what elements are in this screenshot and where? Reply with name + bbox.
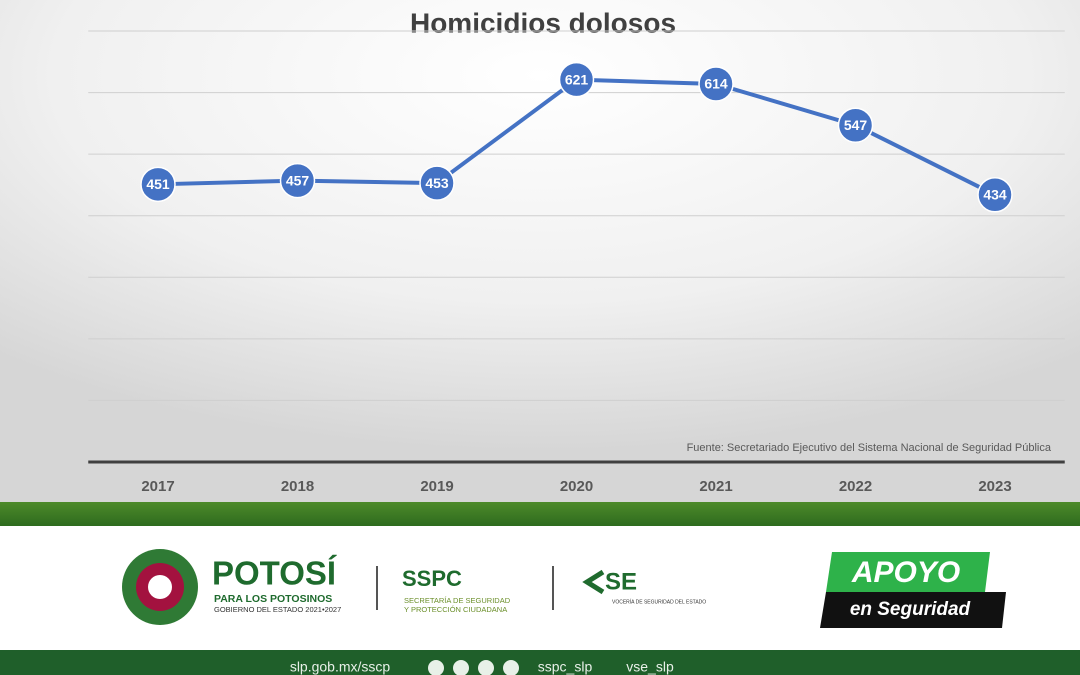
data-point — [977, 177, 1013, 213]
data-point — [419, 165, 455, 201]
sspc-sub: SECRETARÍA DE SEGURIDAD — [404, 596, 511, 605]
icon — [428, 660, 444, 675]
grass-band — [0, 502, 1080, 526]
icon — [453, 660, 469, 675]
icon — [478, 660, 494, 675]
brand-sub: PARA LOS POTOSINOS — [214, 593, 332, 605]
sspc-sub: Y PROTECCIÓN CIUDADANA — [404, 605, 507, 614]
x-tick-label: 2023 — [978, 478, 1011, 495]
se-name: SE — [605, 568, 637, 595]
chart-background — [0, 0, 1080, 502]
icon — [503, 660, 519, 675]
handle: vse_slp — [626, 659, 674, 675]
data-label: 621 — [565, 71, 589, 87]
x-tick-label: 2018 — [281, 478, 314, 495]
data-label: 614 — [704, 76, 728, 92]
emblem — [148, 575, 172, 599]
brand-name: POTOSÍ — [212, 555, 337, 592]
website: slp.gob.mx/sscp — [290, 659, 391, 675]
data-label: 434 — [983, 186, 1007, 202]
x-tick-label: 2017 — [141, 478, 174, 495]
data-point — [698, 66, 734, 102]
data-point — [837, 107, 874, 143]
se-chevron — [582, 569, 605, 595]
data-label: 547 — [844, 117, 868, 133]
source-note: Fuente: Secretariado Ejecutivo del Siste… — [687, 442, 1052, 454]
handle: sspc_slp — [538, 659, 593, 675]
data-point — [558, 61, 595, 98]
apoyo-badge — [826, 552, 990, 592]
apoyo-text: APOYO — [851, 556, 960, 589]
brand-sub: GOBIERNO DEL ESTADO 2021•2027 — [214, 605, 341, 614]
x-tick-label: 2020 — [560, 478, 593, 495]
apoyo-sub-badge — [820, 592, 1006, 628]
sspc-name: SSPC — [402, 566, 462, 591]
data-label: 457 — [286, 172, 310, 188]
x-tick-label: 2022 — [839, 478, 872, 495]
footer-bar — [0, 650, 1080, 675]
potosi-logo: POTOSÍ PARA LOS POTOSINOS GOBIERNO DEL E… — [122, 549, 341, 625]
se-sub: VOCERÍA DE SEGURIDAD DEL ESTADO — [612, 598, 706, 605]
social-icons — [428, 660, 519, 675]
apoyo-sub-text: en Seguridad — [850, 599, 971, 620]
data-point — [279, 162, 316, 199]
data-label: 451 — [146, 176, 170, 192]
chart-title: Homicidios dolosos — [410, 7, 676, 38]
x-tick-label: 2019 — [420, 478, 453, 495]
data-label: 453 — [425, 175, 449, 191]
x-tick-label: 2021 — [699, 478, 732, 495]
data-point — [140, 166, 176, 203]
